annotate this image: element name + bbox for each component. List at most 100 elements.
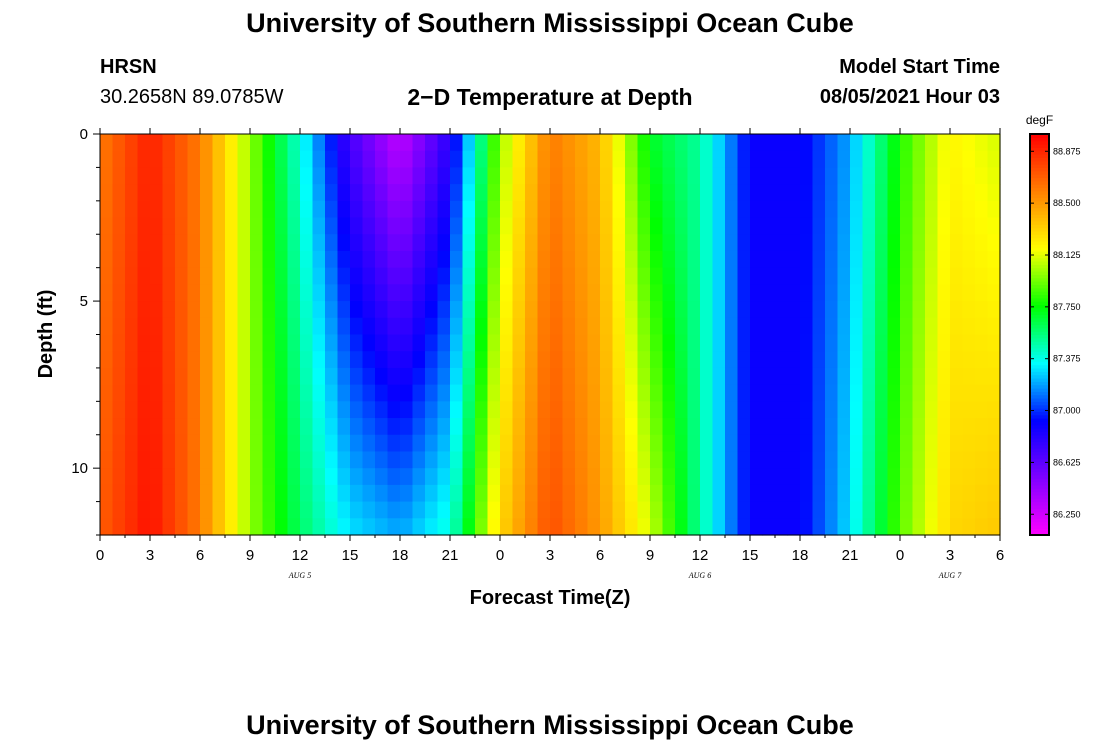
heatmap-cell	[362, 418, 376, 436]
x-tick-label: 9	[246, 547, 254, 564]
heatmap-cell	[787, 200, 801, 219]
heatmap-cell	[225, 284, 239, 302]
heatmap-cell	[150, 317, 164, 336]
heatmap-cell	[912, 184, 926, 202]
colorbar-band	[1030, 287, 1049, 292]
heatmap-cell	[600, 134, 614, 152]
heatmap-cell	[312, 284, 326, 302]
heatmap-cell	[725, 518, 739, 536]
colorbar-band	[1030, 404, 1049, 409]
heatmap-cell	[787, 451, 801, 469]
heatmap-cell	[462, 317, 476, 336]
heatmap-cell	[175, 401, 189, 419]
heatmap-cell	[300, 401, 314, 419]
heatmap-cell	[875, 518, 889, 536]
heatmap-cell	[300, 351, 314, 369]
heatmap-cell	[837, 150, 851, 169]
heatmap-cell	[462, 284, 476, 302]
heatmap-cell	[187, 184, 201, 202]
heatmap-cell	[112, 518, 126, 536]
colorbar-band	[1030, 134, 1049, 138]
heatmap-cell	[650, 468, 664, 486]
heatmap-cell	[462, 367, 476, 386]
heatmap-cell	[850, 234, 864, 252]
heatmap-cell	[675, 250, 689, 269]
heatmap-cell	[362, 401, 376, 419]
heatmap-cell	[662, 451, 676, 469]
heatmap-cell	[562, 351, 576, 369]
heatmap-cell	[687, 451, 701, 469]
colorbar-band	[1030, 210, 1049, 215]
heatmap-cell	[712, 401, 726, 419]
heatmap-cell	[712, 451, 726, 469]
heatmap-cell	[425, 501, 439, 519]
heatmap-cell	[500, 284, 514, 302]
heatmap-cell	[237, 434, 251, 453]
heatmap-cell	[125, 418, 139, 436]
heatmap-cell	[375, 501, 389, 519]
heatmap-cell	[850, 301, 864, 319]
heatmap-cell	[525, 468, 539, 486]
heatmap-cell	[187, 434, 201, 453]
heatmap-cell	[875, 384, 889, 402]
heatmap-cell	[775, 418, 789, 436]
heatmap-cell	[725, 468, 739, 486]
heatmap-cell	[675, 451, 689, 469]
heatmap-cell	[912, 284, 926, 302]
heatmap-cell	[887, 234, 901, 252]
heatmap-cell	[725, 434, 739, 453]
heatmap-cell	[425, 167, 439, 185]
heatmap-cell	[250, 484, 264, 503]
heatmap-cell	[375, 267, 389, 285]
heatmap-cell	[487, 401, 501, 419]
heatmap-cell	[887, 167, 901, 185]
heatmap-cell	[350, 334, 364, 352]
heatmap-cell	[912, 351, 926, 369]
colorbar-band	[1030, 441, 1049, 446]
heatmap-cell	[212, 384, 226, 402]
heatmap-cell	[550, 317, 564, 336]
heatmap-cell	[825, 317, 839, 336]
heatmap-cell	[937, 284, 951, 302]
heatmap-cell	[825, 367, 839, 386]
heatmap-cell	[612, 451, 626, 469]
heatmap-cell	[262, 367, 276, 386]
heatmap-cell	[100, 184, 114, 202]
heatmap-cell	[562, 484, 576, 503]
heatmap-cell	[737, 484, 751, 503]
heatmap-cell	[187, 217, 201, 235]
heatmap-cell	[125, 468, 139, 486]
heatmap-cell	[650, 200, 664, 219]
heatmap-cell	[612, 317, 626, 336]
heatmap-cell	[400, 351, 414, 369]
y-tick-label: 0	[80, 126, 88, 143]
heatmap-cell	[175, 217, 189, 235]
heatmap-cell	[625, 468, 639, 486]
heatmap-cell	[987, 200, 1001, 219]
heatmap-cell	[475, 301, 489, 319]
colorbar-band	[1030, 237, 1049, 242]
heatmap-cell	[862, 317, 876, 336]
heatmap-cell	[337, 134, 351, 152]
heatmap-cell	[137, 250, 151, 269]
colorbar-band	[1030, 408, 1049, 412]
heatmap-cell	[162, 501, 176, 519]
heatmap-cell	[725, 184, 739, 202]
heatmap-cell	[987, 518, 1001, 536]
heatmap-cell	[750, 134, 764, 152]
heatmap-cell	[925, 367, 939, 386]
heatmap-cell	[775, 284, 789, 302]
heatmap-cell	[325, 217, 339, 235]
heatmap-cell	[737, 434, 751, 453]
heatmap-cell	[612, 501, 626, 519]
heatmap-cell	[475, 250, 489, 269]
heatmap-cell	[237, 200, 251, 219]
heatmap-cell	[275, 184, 289, 202]
heatmap-cell	[662, 501, 676, 519]
heatmap-cell	[450, 217, 464, 235]
heatmap-cell	[612, 468, 626, 486]
heatmap-cell	[362, 334, 376, 352]
heatmap-cell	[787, 401, 801, 419]
heatmap-cell	[287, 334, 301, 352]
heatmap-cell	[537, 484, 551, 503]
